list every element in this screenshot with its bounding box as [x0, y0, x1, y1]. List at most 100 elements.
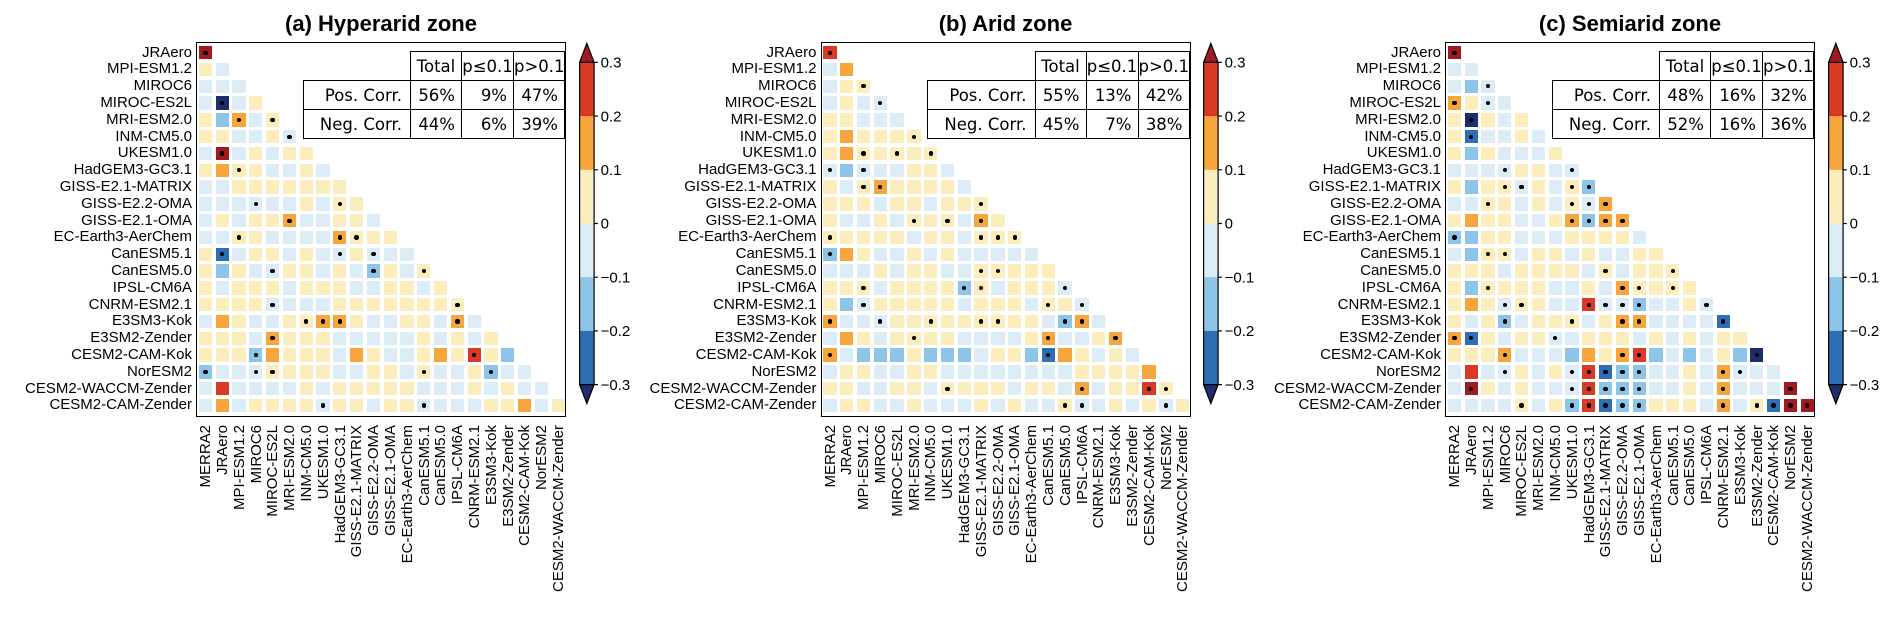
heatmap-cell	[1615, 264, 1630, 278]
heatmap-cell	[823, 214, 837, 228]
significance-dot	[270, 268, 275, 274]
heatmap-cell	[856, 247, 871, 261]
heatmap-cell	[856, 230, 871, 245]
heatmap-cell	[1481, 298, 1495, 312]
heatmap-cell	[940, 398, 955, 413]
stats-value: 39%	[513, 109, 565, 139]
y-tick-label: CNRM-ESM2.1	[88, 295, 192, 313]
heatmap-cell	[1632, 247, 1646, 261]
y-tick-label: E3SM3-Kok	[736, 312, 817, 330]
stats-value: 16%	[1710, 109, 1763, 139]
heatmap-cell	[1447, 197, 1462, 211]
heatmap-cell	[215, 230, 229, 245]
significance-dot	[1754, 403, 1759, 408]
heatmap-cell	[517, 365, 532, 379]
colorbar-band	[1203, 116, 1219, 171]
heatmap-cell	[232, 398, 246, 413]
heatmap-cell	[1058, 298, 1072, 312]
stats-value: 38%	[1137, 109, 1190, 139]
heatmap-cell	[333, 398, 347, 413]
y-tick-label: MPI-ESM1.2	[106, 60, 192, 78]
heatmap-cell	[873, 146, 887, 161]
heatmap-cell	[957, 331, 971, 345]
colorbar-tick-label: 0	[600, 216, 608, 233]
colorbar-tick-label: −0.3	[600, 377, 630, 394]
heatmap-cell	[1716, 331, 1730, 345]
heatmap-cell	[856, 382, 871, 396]
heatmap-cell	[215, 214, 229, 228]
y-tick-label: MIROC-ES2L	[724, 93, 817, 111]
heatmap-cell	[1531, 247, 1546, 261]
heatmap-cell	[823, 197, 837, 211]
heatmap-cell	[890, 214, 904, 228]
heatmap-cell	[299, 298, 313, 312]
heatmap-cell	[1582, 348, 1596, 362]
colorbar-tick-label: −0.1	[1225, 269, 1255, 286]
heatmap-cell	[467, 398, 481, 413]
heatmap-cell	[1447, 79, 1462, 93]
stats-col-header: Total	[1659, 51, 1711, 82]
heatmap-cell	[924, 230, 938, 245]
heatmap-cell	[1649, 264, 1663, 278]
significance-dot	[945, 218, 950, 223]
heatmap-cell	[823, 96, 837, 110]
y-tick-label: IPSL-CM6A	[737, 278, 817, 296]
heatmap-cell	[366, 365, 381, 379]
heatmap-cell	[400, 281, 414, 295]
heatmap-cell	[316, 214, 330, 228]
heatmap-cell	[215, 180, 229, 194]
heatmap-cell	[1649, 314, 1663, 329]
y-tick-label: JRAero	[141, 43, 192, 61]
heatmap-cell	[1108, 382, 1123, 396]
y-tick-label: HadGEM3-GC3.1	[73, 161, 192, 179]
significance-dot	[371, 268, 376, 274]
heatmap-cell	[1514, 281, 1529, 295]
significance-dot	[1805, 403, 1810, 408]
colorbar-over-arrow	[1203, 42, 1219, 63]
heatmap-cell	[940, 197, 955, 211]
heatmap-cell	[823, 79, 837, 93]
heatmap-cell	[907, 298, 921, 312]
heatmap-cell	[299, 214, 313, 228]
heatmap-cell	[333, 264, 347, 278]
stats-value: 6%	[461, 109, 514, 139]
heatmap-cell	[383, 348, 397, 362]
heatmap-cell	[215, 382, 229, 396]
heatmap-cell	[1108, 348, 1123, 362]
significance-dot	[827, 319, 833, 324]
significance-dot	[1637, 285, 1642, 291]
significance-dot	[894, 151, 900, 156]
heatmap-cell	[501, 382, 515, 396]
heatmap-cell	[974, 247, 988, 261]
x-tick-label: GISS-E2.2-OMA	[989, 425, 1007, 536]
heatmap-cell	[890, 180, 904, 194]
heatmap-cell	[1008, 247, 1022, 261]
heatmap-cell	[907, 247, 921, 261]
significance-dot	[1603, 403, 1608, 408]
significance-dot	[287, 134, 292, 139]
heatmap-cell	[1649, 281, 1663, 295]
heatmap-cell	[1464, 62, 1478, 77]
heatmap-cell	[433, 281, 448, 295]
heatmap-cell	[400, 298, 414, 312]
heatmap-cell	[1464, 398, 1478, 413]
x-tick-label: EC-Earth3-AerChem	[1023, 425, 1041, 564]
significance-dot	[1046, 336, 1051, 341]
y-tick-label: EC-Earth3-AerChem	[53, 228, 192, 246]
heatmap-cell	[907, 348, 921, 362]
heatmap-cell	[1498, 214, 1512, 228]
heatmap-cell	[1548, 264, 1562, 278]
significance-dot	[1062, 285, 1068, 291]
y-tick-label: UKESM1.0	[117, 144, 192, 162]
x-tick-label: JRAero	[838, 425, 856, 476]
x-tick-label: CNRM-ESM2.1	[1714, 425, 1732, 529]
heatmap-cell	[383, 382, 397, 396]
significance-dot	[455, 302, 460, 307]
heatmap-cell	[265, 180, 280, 194]
heatmap-cell	[991, 281, 1005, 295]
colorbar-over-arrow	[1827, 42, 1844, 63]
heatmap-cell	[299, 197, 313, 211]
heatmap-cell	[1024, 264, 1039, 278]
heatmap-cell	[823, 298, 837, 312]
